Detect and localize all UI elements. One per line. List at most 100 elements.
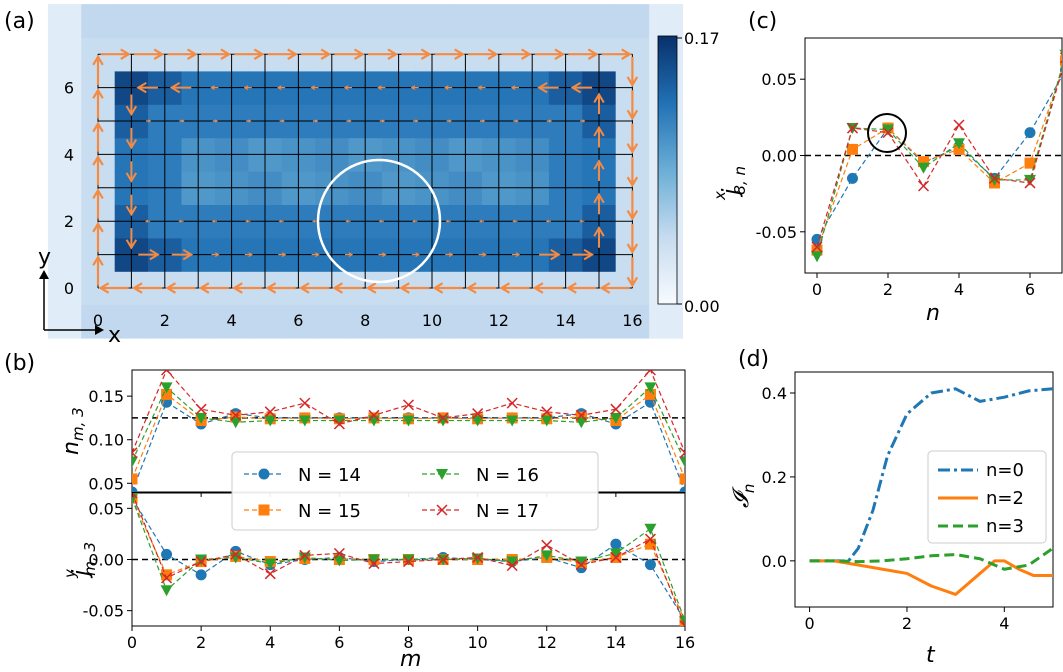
y-tick-label: 0.4 (762, 384, 787, 403)
data-point (258, 468, 270, 480)
current-arrow-head (445, 219, 449, 223)
data-point (541, 406, 553, 418)
x-tick-label: 4 (954, 280, 964, 299)
density-cell (114, 304, 149, 339)
current-arrow-head (587, 48, 599, 60)
density-cell (615, 304, 650, 339)
x-tick-label-a: 8 (360, 311, 370, 330)
legend-b: N = 14 N = 16 N = 15 N = 17 (231, 451, 599, 531)
current-arrow-head (515, 119, 519, 123)
x-tick-label: 6 (334, 633, 344, 652)
current-arrow-head (583, 248, 595, 261)
data-point (540, 415, 553, 427)
colorbar-max-label: 0.17 (684, 29, 720, 48)
legend-label: N = 16 (476, 465, 539, 486)
data-point (988, 174, 1001, 186)
data-point (882, 127, 894, 139)
density-cell (582, 304, 617, 339)
current-arrow-head (298, 282, 310, 294)
current-arrow-head (214, 119, 218, 123)
current-arrow-head (626, 276, 639, 288)
data-point (132, 486, 138, 492)
current-arrow-head (626, 143, 639, 154)
x-tick-label: 16 (675, 633, 695, 652)
current-arrow-head (312, 219, 316, 223)
data-point (436, 469, 448, 480)
series-line (132, 493, 685, 626)
current-arrow-head (248, 252, 253, 258)
current-arrow-head (253, 48, 265, 60)
ylabel-n: nm, 3 (59, 407, 87, 455)
current-arrow-head (566, 282, 577, 294)
current-arrow-head (265, 282, 277, 294)
x-tick-labels-a: 0 2 4 6 8 10 12 14 16 (93, 311, 643, 330)
x-tick-label: 0 (127, 633, 137, 652)
data-point (161, 370, 168, 376)
x-tick-label: 2 (883, 280, 893, 299)
y-tick-label: 0.2 (762, 468, 787, 487)
density-cell (415, 4, 450, 39)
current-arrow-head (277, 85, 282, 91)
current-arrow-head (550, 248, 561, 261)
current-arrow-head (465, 282, 477, 294)
data-point (471, 553, 484, 565)
density-cell (281, 4, 316, 39)
data-point (402, 399, 415, 411)
data-point (132, 447, 138, 454)
x-tick-label-a: 12 (489, 311, 509, 330)
current-arrow-head (98, 282, 110, 294)
current-arrow-head (487, 48, 499, 60)
current-arrow-head (149, 248, 160, 261)
density-cell (47, 70, 82, 105)
data-point (953, 119, 965, 131)
data-point (644, 388, 656, 400)
panel-d: 0.4 0.2 0.0 0 2 4 𝓘n t n=0 n=2 n=3 (729, 371, 1054, 668)
data-point (847, 172, 858, 184)
current-arrow-head (92, 154, 104, 166)
legend-d: n=0 n=2 n=3 (927, 450, 1047, 544)
data-point (679, 451, 685, 459)
current-arrow-head (593, 125, 605, 137)
series-line (132, 370, 685, 454)
series-line (809, 547, 1053, 571)
density-cell (381, 4, 416, 39)
current-arrow-head (353, 48, 365, 60)
data-point (575, 559, 587, 571)
current-arrow-head (281, 252, 287, 258)
density-cell (482, 4, 516, 39)
density-cell (47, 204, 82, 239)
xlabel-m: m (400, 647, 421, 672)
current-arrow-head (515, 252, 521, 258)
density-cell (315, 4, 349, 39)
current-arrow-head (448, 119, 452, 123)
current-arrow-head (315, 119, 319, 123)
data-point (195, 403, 207, 415)
legend-label: N = 14 (298, 465, 361, 486)
density-cell (47, 304, 82, 339)
current-arrow-head (532, 282, 544, 294)
current-arrow-head (444, 85, 449, 91)
data-point (644, 523, 657, 535)
x-tick-label: 0 (812, 280, 822, 299)
current-arrow-head (512, 219, 516, 223)
data-point (299, 549, 311, 561)
current-arrow-head (582, 119, 586, 123)
density-cell (515, 304, 550, 339)
density-cell (148, 4, 182, 39)
density-cell (214, 4, 249, 39)
data-point (649, 370, 656, 376)
y-tick-label: 0.00 (88, 551, 124, 570)
ylabel-I: 𝓘n (729, 484, 758, 508)
density-cell (214, 304, 249, 339)
data-point (847, 143, 858, 155)
y-tick-labels-a: 0 2 4 6 (64, 79, 74, 298)
data-point (132, 473, 138, 485)
legend-b-frame (231, 451, 599, 531)
data-point (132, 451, 138, 459)
data-point (161, 548, 173, 560)
x-tick-label: 10 (467, 633, 487, 652)
x-tick-label: 0 (805, 614, 815, 633)
plot-c (805, 49, 1062, 263)
data-point (402, 556, 415, 568)
